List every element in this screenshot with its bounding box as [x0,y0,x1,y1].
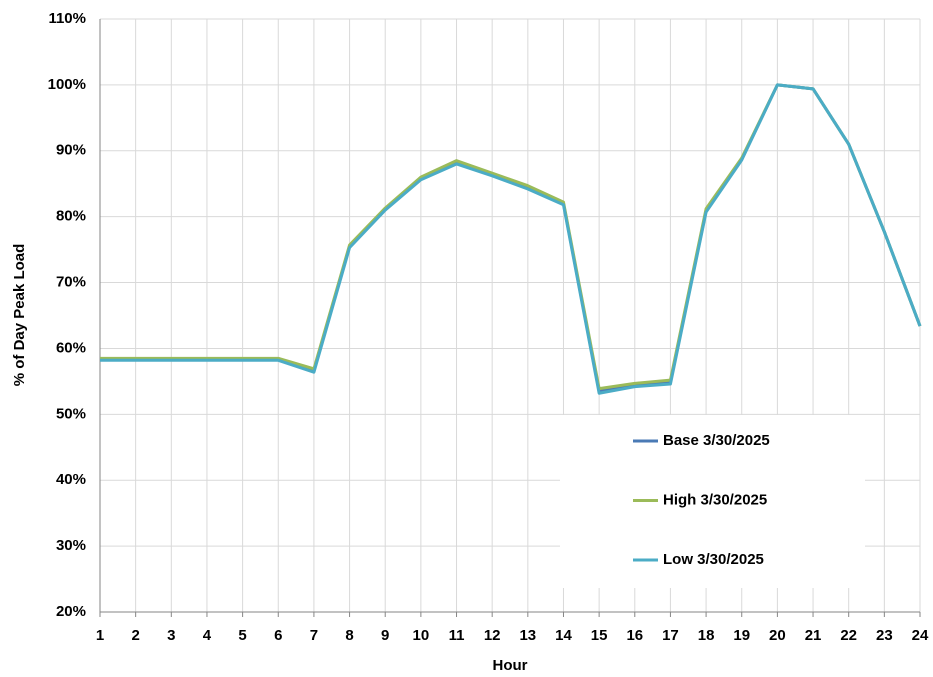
x-tick-label: 22 [840,627,857,644]
x-tick-label: 10 [413,627,430,644]
x-tick-label: 19 [733,627,750,644]
x-tick-label: 12 [484,627,501,644]
x-tick-label: 20 [769,627,786,644]
x-tick-label: 17 [662,627,679,644]
y-tick-label: 90% [56,142,86,159]
series-line [100,83,922,391]
y-tick-label: 80% [56,208,86,225]
x-tick-label: 8 [345,627,353,644]
x-tick-label: 6 [274,627,282,644]
x-tick-label: 18 [698,627,715,644]
y-tick-label: 110% [48,10,86,27]
legend-label: High 3/30/2025 [663,491,767,508]
x-tick-label: 16 [626,627,643,644]
x-tick-label: 14 [555,627,572,644]
y-tick-label: 30% [56,537,86,554]
x-tick-label: 24 [912,627,929,644]
x-tick-label: 4 [203,627,212,644]
x-axis-title: Hour [493,657,528,674]
x-tick-label: 7 [310,627,318,644]
y-axis-title: % of Day Peak Load [11,244,28,387]
x-tick-label: 1 [96,627,104,644]
x-tick-label: 5 [238,627,246,644]
x-tick-label: 9 [381,627,389,644]
legend-box [560,415,865,588]
legend-label: Low 3/30/2025 [663,551,764,568]
y-tick-label: 50% [56,405,86,422]
x-tick-label: 2 [131,627,139,644]
y-tick-label: 60% [56,339,86,356]
x-tick-label: 3 [167,627,175,644]
legend-label: Base 3/30/2025 [663,432,770,449]
y-tick-label: 70% [56,274,86,291]
x-tick-label: 11 [449,627,465,644]
x-tick-label: 23 [876,627,893,644]
x-tick-label: 13 [519,627,536,644]
series-line [100,83,922,393]
x-tick-label: 21 [805,627,822,644]
series-line [100,83,922,395]
x-tick-label: 15 [591,627,608,644]
y-tick-label: 100% [48,76,86,93]
y-tick-label: 20% [56,603,86,620]
y-tick-label: 40% [56,471,86,488]
